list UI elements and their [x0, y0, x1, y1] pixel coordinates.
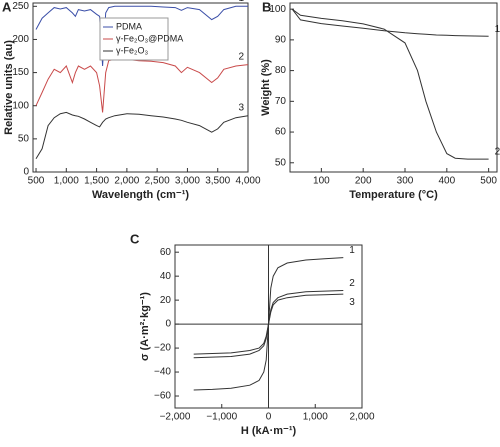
y-tick-label: 90	[275, 35, 287, 46]
x-tick-label: 500	[28, 176, 45, 187]
x-tick-label: 200	[355, 176, 372, 187]
series-label: 1	[495, 24, 500, 35]
y-tick-label: 50	[275, 157, 287, 168]
x-tick-label: −2,000	[160, 412, 191, 423]
series-label: 2	[495, 147, 500, 158]
y-tick-label: 0	[23, 167, 29, 178]
panel-letter: B	[262, 0, 271, 14]
x-tick-label: 300	[397, 176, 414, 187]
y-tick-label: 20	[160, 295, 172, 306]
x-tick-label: −1,000	[206, 412, 237, 423]
series-line	[291, 8, 489, 160]
series-label: 3	[349, 297, 355, 308]
series-line	[35, 5, 248, 67]
y-tick-label: 60	[275, 127, 287, 138]
x-tick-label: 2,000	[114, 176, 139, 187]
series-line	[35, 111, 249, 159]
series-line	[35, 58, 249, 113]
y-tick-label: −20	[154, 343, 171, 354]
series-label: 2	[238, 51, 244, 62]
x-tick-label: 3,000	[175, 176, 200, 187]
y-axis-label: σ (A·m²·kg⁻¹)	[139, 292, 151, 361]
x-axis-label: Temperature (°C)	[349, 189, 438, 201]
x-tick-label: 3,500	[205, 176, 230, 187]
x-tick-label: 2,000	[349, 412, 374, 423]
y-tick-label: −40	[154, 367, 171, 378]
y-tick-label: 250	[12, 1, 29, 12]
y-tick-label: 80	[275, 65, 287, 76]
x-tick-label: 500	[480, 176, 497, 187]
y-axis-label: Relative units (au)	[3, 40, 15, 135]
series-label: 3	[238, 102, 244, 113]
x-axis-label: H (kA·m⁻¹)	[241, 425, 297, 437]
x-tick-label: 4,000	[235, 176, 260, 187]
y-axis-label: Weight (%)	[260, 59, 272, 116]
y-tick-label: 150	[12, 67, 29, 78]
y-tick-label: 70	[275, 96, 287, 107]
y-tick-label: 0	[165, 319, 171, 330]
y-tick-label: 50	[18, 134, 30, 145]
series-label: 1	[238, 0, 244, 4]
series-line	[193, 293, 344, 355]
panel-letter: C	[130, 231, 140, 246]
plot-frame	[32, 2, 249, 173]
x-tick-label: 400	[438, 176, 455, 187]
plot-frame	[289, 2, 498, 173]
series-label: 2	[349, 278, 355, 289]
x-tick-label: 2,500	[145, 176, 170, 187]
legend-label: γ-Fe₂O₃	[116, 45, 148, 55]
y-tick-label: 40	[160, 271, 172, 282]
x-axis-label: Wavelength (cm⁻¹)	[92, 189, 189, 201]
y-tick-label: 60	[160, 247, 172, 258]
x-tick-label: 0	[266, 412, 272, 423]
x-tick-label: 1,500	[84, 176, 109, 187]
x-tick-label: 100	[313, 176, 330, 187]
legend-label: PDMA	[116, 21, 142, 31]
legend-label: γ-Fe₂O₃@PDMA	[116, 33, 183, 43]
y-tick-label: 100	[12, 100, 29, 111]
series-label: 1	[349, 245, 355, 256]
y-tick-label: 200	[12, 34, 29, 45]
x-tick-label: 1,000	[54, 176, 79, 187]
panel-letter: A	[2, 0, 12, 14]
y-tick-label: −60	[154, 391, 171, 402]
x-tick-label: 1,000	[303, 412, 328, 423]
y-tick-label: 100	[269, 4, 286, 15]
series-line	[291, 8, 489, 37]
